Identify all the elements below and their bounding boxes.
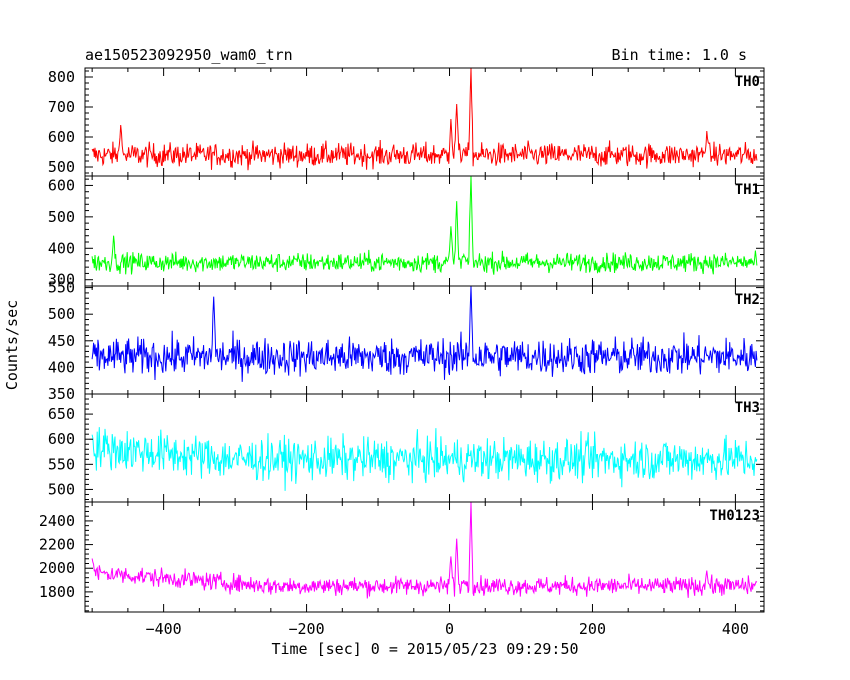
series-th3-line	[91, 427, 758, 491]
panel-label: TH0123	[709, 508, 760, 524]
panel-frame	[84, 501, 765, 613]
y-tick-label: 600	[48, 128, 75, 146]
y-tick-label: 500	[48, 305, 75, 323]
y-tick-label: 500	[48, 480, 75, 498]
panel-label: TH0	[735, 74, 760, 90]
y-tick-label: 2200	[39, 536, 75, 554]
panel-label: TH2	[735, 292, 760, 308]
y-tick-label: 350	[48, 385, 75, 403]
y-tick-label: 2400	[39, 512, 75, 530]
y-tick-label: 500	[48, 208, 75, 226]
series-th0123-line	[91, 502, 758, 599]
y-tick-label: 600	[48, 176, 75, 194]
y-tick-label: 400	[48, 358, 75, 376]
bin-time-label: Bin time: 1.0 s	[612, 46, 747, 64]
y-tick-label: 300	[48, 271, 75, 289]
x-axis: −400 −200 0 200 400	[146, 620, 749, 638]
panel-th0123: 1800 2000 2200 2400 TH0123	[39, 501, 765, 613]
x-tick-label: 0	[445, 620, 454, 638]
series-th1-line	[91, 176, 758, 275]
y-tick-label: 650	[48, 405, 75, 423]
y-tick-label: 550	[48, 455, 75, 473]
y-tick-label: 2000	[39, 559, 75, 577]
y-tick-label: 450	[48, 332, 75, 350]
x-tick-label: −200	[289, 620, 325, 638]
panel-label: TH3	[735, 400, 760, 416]
x-tick-label: −400	[146, 620, 182, 638]
x-tick-label: 200	[579, 620, 606, 638]
y-tick-label: 500	[48, 158, 75, 176]
y-tick-label: 400	[48, 239, 75, 257]
panel-th3: 500 550 600 650 TH3	[48, 393, 765, 503]
y-axis-label: Counts/sec	[3, 300, 21, 390]
x-axis-label: Time [sec] 0 = 2015/05/23 09:29:50	[271, 640, 578, 658]
series-th2-line	[91, 286, 758, 382]
panel-label: TH1	[735, 182, 760, 198]
y-tick-label: 600	[48, 430, 75, 448]
series-th0-line	[91, 68, 758, 171]
panel-frame	[84, 285, 765, 395]
panel-th2: 350 400 450 500 550 TH2	[48, 279, 765, 403]
y-tick-label: 550	[48, 279, 75, 297]
panel-th1: 300 400 500 600 TH1	[48, 175, 765, 289]
y-tick-label: 700	[48, 98, 75, 116]
y-tick-label: 1800	[39, 583, 75, 601]
y-tick-label: 800	[48, 68, 75, 86]
panel-th0: 500 600 700 800 TH0	[48, 67, 765, 177]
chart-title: ae150523092950_wam0_trn	[85, 46, 293, 64]
x-tick-label: 400	[722, 620, 749, 638]
